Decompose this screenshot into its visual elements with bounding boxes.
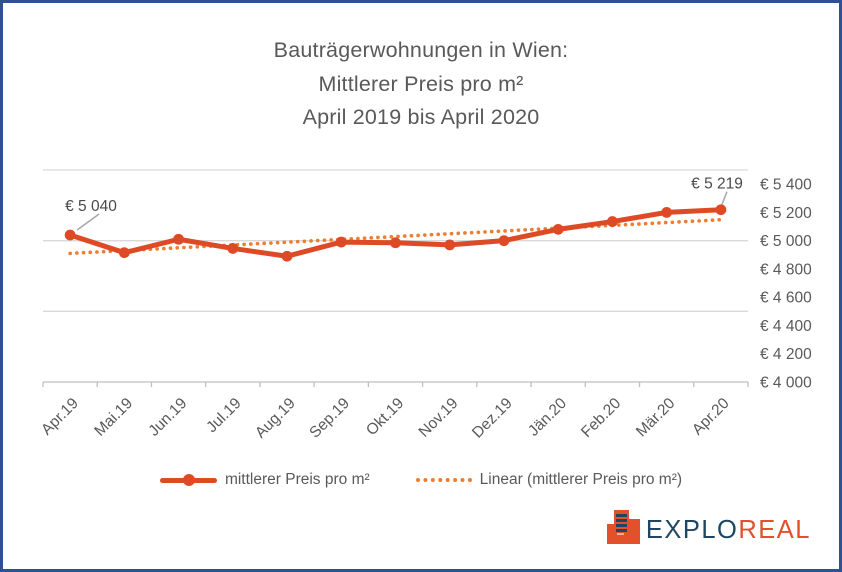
series-dot-icon [182, 474, 195, 486]
data-point-marker [281, 250, 293, 262]
data-point-marker [498, 235, 510, 247]
data-point-marker [390, 237, 401, 249]
y-axis-label: € 4 800 [760, 261, 812, 278]
y-axis-label: € 5 200 [760, 205, 812, 222]
x-axis-label: Jän.20 [525, 395, 570, 440]
x-axis-label: Sep.19 [306, 395, 353, 442]
data-point-marker [173, 233, 184, 245]
y-axis-label: € 5 400 [760, 177, 812, 194]
data-point-marker [552, 223, 564, 235]
x-axis-label: Nov.19 [416, 395, 462, 441]
x-axis-label: Feb.20 [578, 395, 624, 441]
data-point-marker [227, 243, 239, 254]
chart-title-line-3: April 2019 bis April 2020 [302, 105, 540, 129]
logo-text-real: REAL [738, 516, 811, 544]
building-icon [606, 510, 640, 544]
trendline-swatch-icon [415, 478, 472, 482]
x-axis-label: Mai.19 [91, 395, 136, 440]
x-axis-label: Dez.19 [469, 395, 516, 442]
x-axis-label: Apr.19 [38, 395, 82, 439]
legend-label-price: mittlerer Preis pro m² [224, 471, 370, 488]
price-line-chart: € 5 400 € 5 200 € 5 000 € 4 800 € 4 600 € 4 4… [38, 169, 812, 442]
data-label: € 5 040 [65, 198, 117, 215]
legend-label-linear: Linear (mittlerer Preis pro m²) [479, 471, 683, 488]
logo-text-explo: EXPLO [645, 516, 739, 544]
legend-item-price: mittlerer Preis pro m² [159, 471, 370, 489]
data-point-marker [661, 207, 673, 218]
logo-wordmark: EXPLOREAL [646, 517, 811, 544]
data-point-marker [335, 236, 347, 248]
price-series-line [67, 207, 724, 259]
chart-legend: mittlerer Preis pro m² Linear (mittlerer… [3, 467, 839, 493]
legend-item-linear: Linear (mittlerer Preis pro m²) [415, 471, 683, 489]
leader-line [721, 191, 728, 205]
y-axis-label: € 4 400 [760, 318, 812, 335]
data-label: € 5 219 [691, 176, 743, 193]
trendline [68, 217, 723, 256]
x-axis-label: Okt.19 [363, 395, 407, 439]
chart-title-line-1: Bauträgerwohnungen in Wien: [273, 38, 569, 62]
data-point-marker [607, 216, 618, 227]
data-point-marker [118, 247, 130, 259]
x-axis-label: Jun.19 [145, 395, 190, 440]
y-axis-label: € 4 600 [760, 290, 812, 307]
y-axis-label: € 4 200 [760, 346, 812, 363]
series-line-swatch-icon [159, 474, 217, 486]
chart-title: Bauträgerwohnungen in Wien: Mittlerer Pr… [3, 34, 839, 135]
x-axis-label: Mär.20 [633, 395, 679, 441]
x-axis-label: Jul.19 [203, 395, 244, 436]
data-point-marker [715, 204, 727, 216]
exploreal-logo: EXPLOREAL [606, 510, 811, 544]
data-point-marker [444, 239, 456, 251]
leader-line [76, 213, 100, 231]
data-point-marker [64, 229, 76, 241]
y-axis-label: € 4 000 [760, 375, 812, 392]
y-axis-label: € 5 000 [760, 233, 812, 250]
chart-title-line-2: Mittlerer Preis pro m² [318, 71, 524, 96]
x-axis-label: Aug.19 [252, 395, 299, 442]
x-axis-label: Apr.20 [689, 395, 733, 439]
